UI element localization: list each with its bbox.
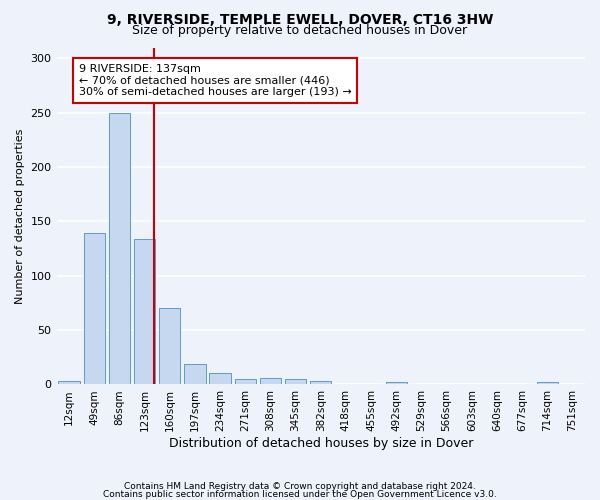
- Bar: [310, 381, 331, 384]
- Bar: [285, 379, 307, 384]
- Text: 9 RIVERSIDE: 137sqm
← 70% of detached houses are smaller (446)
30% of semi-detac: 9 RIVERSIDE: 137sqm ← 70% of detached ho…: [79, 64, 352, 97]
- Bar: [58, 381, 80, 384]
- Bar: [209, 372, 231, 384]
- Bar: [235, 379, 256, 384]
- Bar: [159, 308, 181, 384]
- Bar: [184, 364, 206, 384]
- Text: Size of property relative to detached houses in Dover: Size of property relative to detached ho…: [133, 24, 467, 37]
- Bar: [134, 239, 155, 384]
- Text: 9, RIVERSIDE, TEMPLE EWELL, DOVER, CT16 3HW: 9, RIVERSIDE, TEMPLE EWELL, DOVER, CT16 …: [107, 12, 493, 26]
- Bar: [83, 234, 105, 384]
- Bar: [386, 382, 407, 384]
- Bar: [109, 112, 130, 384]
- X-axis label: Distribution of detached houses by size in Dover: Distribution of detached houses by size …: [169, 437, 473, 450]
- Bar: [536, 382, 558, 384]
- Bar: [260, 378, 281, 384]
- Y-axis label: Number of detached properties: Number of detached properties: [15, 128, 25, 304]
- Text: Contains HM Land Registry data © Crown copyright and database right 2024.: Contains HM Land Registry data © Crown c…: [124, 482, 476, 491]
- Text: Contains public sector information licensed under the Open Government Licence v3: Contains public sector information licen…: [103, 490, 497, 499]
